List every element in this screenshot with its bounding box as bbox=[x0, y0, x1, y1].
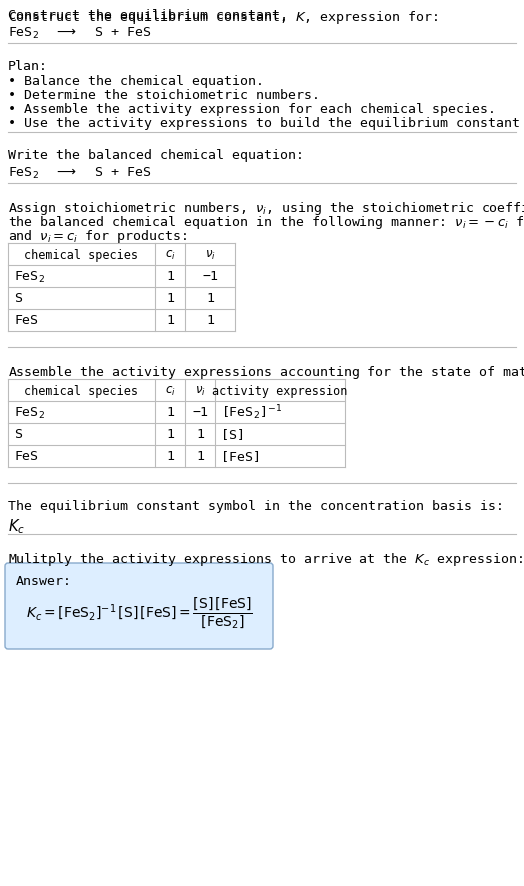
Text: Answer:: Answer: bbox=[16, 574, 72, 587]
Text: $\nu_i$: $\nu_i$ bbox=[194, 384, 205, 397]
Text: −1: −1 bbox=[202, 270, 218, 284]
Text: 1: 1 bbox=[166, 406, 174, 419]
Text: 1: 1 bbox=[166, 292, 174, 305]
Text: Construct the equilibrium constant, $K$, expression for:: Construct the equilibrium constant, $K$,… bbox=[8, 9, 438, 26]
Text: 1: 1 bbox=[166, 428, 174, 441]
Text: FeS: FeS bbox=[14, 450, 38, 463]
Text: 1: 1 bbox=[196, 428, 204, 441]
Text: • Assemble the activity expression for each chemical species.: • Assemble the activity expression for e… bbox=[8, 103, 496, 116]
Text: 1: 1 bbox=[166, 450, 174, 463]
Text: The equilibrium constant symbol in the concentration basis is:: The equilibrium constant symbol in the c… bbox=[8, 500, 504, 512]
Text: FeS: FeS bbox=[14, 315, 38, 327]
Text: 1: 1 bbox=[196, 450, 204, 463]
Text: FeS$_2$  $\longrightarrow$  S + FeS: FeS$_2$ $\longrightarrow$ S + FeS bbox=[8, 166, 151, 181]
Text: [FeS$_2$]$^{-1}$: [FeS$_2$]$^{-1}$ bbox=[221, 403, 282, 422]
Text: • Determine the stoichiometric numbers.: • Determine the stoichiometric numbers. bbox=[8, 89, 320, 102]
Text: −1: −1 bbox=[192, 406, 208, 419]
Text: $c_i$: $c_i$ bbox=[165, 248, 176, 261]
Text: Construct the equilibrium constant,: Construct the equilibrium constant, bbox=[8, 9, 296, 22]
Text: S: S bbox=[14, 428, 22, 441]
Text: and $\nu_i = c_i$ for products:: and $\nu_i = c_i$ for products: bbox=[8, 228, 187, 245]
Text: 1: 1 bbox=[166, 315, 174, 327]
Text: • Balance the chemical equation.: • Balance the chemical equation. bbox=[8, 75, 264, 88]
Text: chemical species: chemical species bbox=[25, 248, 138, 261]
Text: $c_i$: $c_i$ bbox=[165, 384, 176, 397]
FancyBboxPatch shape bbox=[5, 563, 273, 649]
Text: [S]: [S] bbox=[221, 428, 245, 441]
Text: Plan:: Plan: bbox=[8, 60, 48, 73]
Text: $K_c$: $K_c$ bbox=[8, 517, 25, 535]
Text: FeS$_2$: FeS$_2$ bbox=[14, 405, 45, 420]
Text: Write the balanced chemical equation:: Write the balanced chemical equation: bbox=[8, 149, 304, 162]
Text: • Use the activity expressions to build the equilibrium constant expression.: • Use the activity expressions to build … bbox=[8, 117, 524, 130]
Text: Assign stoichiometric numbers, $\nu_i$, using the stoichiometric coefficients, $: Assign stoichiometric numbers, $\nu_i$, … bbox=[8, 199, 524, 217]
Text: Assemble the activity expressions accounting for the state of matter and $\nu_i$: Assemble the activity expressions accoun… bbox=[8, 363, 524, 381]
Text: 1: 1 bbox=[206, 315, 214, 327]
Text: chemical species: chemical species bbox=[25, 384, 138, 397]
Text: 1: 1 bbox=[166, 270, 174, 284]
Text: [FeS]: [FeS] bbox=[221, 450, 261, 463]
Text: $K_c = [\mathrm{FeS}_2]^{-1}\,[\mathrm{S}]\,[\mathrm{FeS}] = \dfrac{[\mathrm{S}]: $K_c = [\mathrm{FeS}_2]^{-1}\,[\mathrm{S… bbox=[26, 595, 253, 630]
Text: FeS$_2$  $\longrightarrow$  S + FeS: FeS$_2$ $\longrightarrow$ S + FeS bbox=[8, 26, 151, 41]
Text: 1: 1 bbox=[206, 292, 214, 305]
Text: activity expression: activity expression bbox=[212, 384, 348, 397]
Text: S: S bbox=[14, 292, 22, 305]
Text: Mulitply the activity expressions to arrive at the $K_c$ expression:: Mulitply the activity expressions to arr… bbox=[8, 550, 523, 567]
Text: FeS$_2$: FeS$_2$ bbox=[14, 269, 45, 284]
Text: $\nu_i$: $\nu_i$ bbox=[204, 248, 215, 261]
Text: the balanced chemical equation in the following manner: $\nu_i = -c_i$ for react: the balanced chemical equation in the fo… bbox=[8, 214, 524, 230]
